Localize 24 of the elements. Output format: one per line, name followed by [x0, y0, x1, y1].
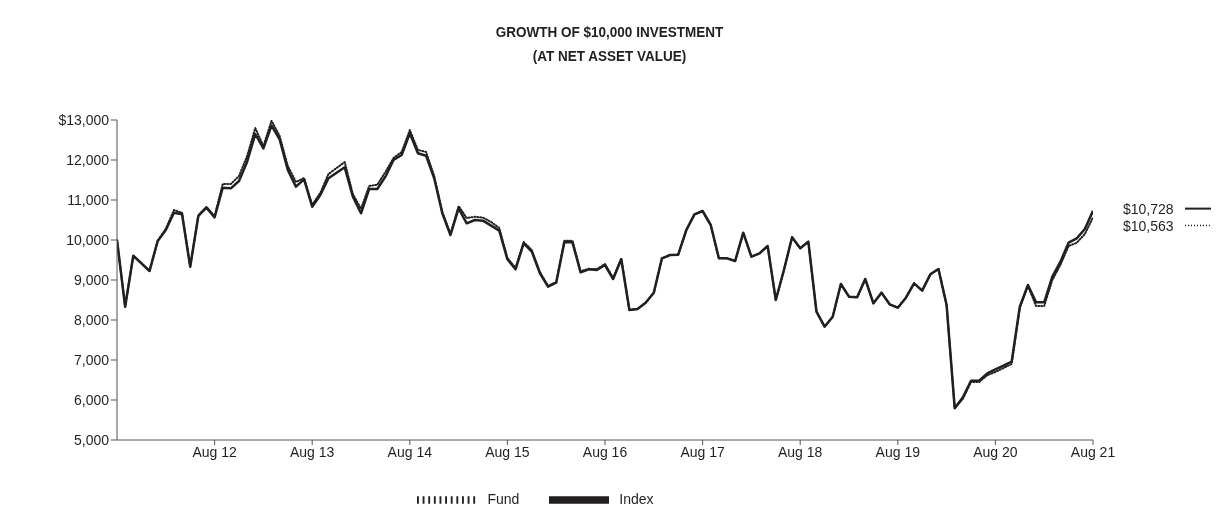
y-tick-label: 6,000 — [73, 391, 110, 408]
y-tick-label: 5,000 — [73, 431, 110, 448]
x-tick-label: Aug 13 — [290, 443, 335, 460]
y-tick-label: 11,000 — [67, 191, 110, 208]
chart-title: GROWTH OF $10,000 INVESTMENT (AT NET ASSET VALUE) — [494, 22, 725, 66]
annotation: $10,563 — [1123, 217, 1174, 234]
y-tick-label: 7,000 — [73, 351, 110, 368]
annotation: $10,728 — [1123, 200, 1174, 217]
y-tick-label: 10,000 — [66, 231, 110, 248]
x-tick-label: Aug 20 — [973, 443, 1018, 460]
x-tick-label: Aug 16 — [582, 443, 628, 460]
legend-label: Index — [619, 490, 654, 507]
legend-label: Fund — [487, 490, 520, 507]
y-tick-label: $13,000 — [58, 111, 110, 128]
x-tick-label: Aug 19 — [875, 443, 921, 460]
x-tick-label: Aug 12 — [192, 443, 237, 460]
x-tick-label: Aug 17 — [680, 443, 725, 460]
y-tick-label: 12,000 — [66, 151, 110, 168]
x-tick-label: Aug 14 — [387, 443, 433, 460]
x-tick-label: Aug 15 — [485, 443, 530, 460]
y-tick-label: 8,000 — [73, 311, 110, 328]
x-tick-label: Aug 18 — [778, 443, 823, 460]
y-tick-label: 9,000 — [73, 271, 110, 288]
x-tick-label: Aug 21 — [1070, 443, 1116, 460]
